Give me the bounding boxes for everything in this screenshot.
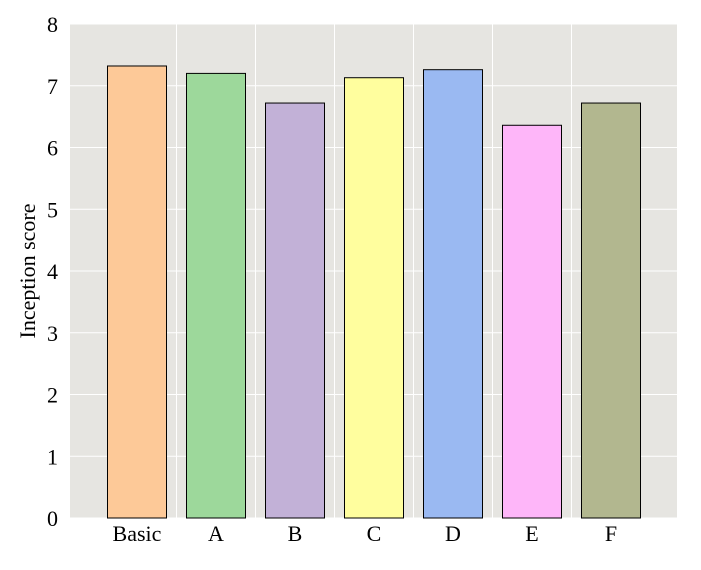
bars (107, 65, 641, 519)
x-tick-label: C (367, 521, 382, 546)
x-axis-ticks: Basic A B C D E F (113, 521, 618, 546)
bar-a (186, 72, 246, 519)
y-tick-label: 4 (47, 259, 58, 284)
y-tick-label: 0 (47, 506, 58, 531)
y-tick-label: 3 (47, 321, 58, 346)
x-tick-label: B (288, 521, 303, 546)
y-tick-label: 2 (47, 383, 58, 408)
bar-e (502, 124, 562, 519)
bar-c (344, 77, 404, 519)
y-tick-label: 1 (47, 444, 58, 469)
x-tick-label: A (208, 521, 224, 546)
bar-f (581, 102, 641, 519)
bar-basic (107, 65, 167, 519)
y-tick-label: 8 (47, 12, 58, 37)
y-axis-ticks: 0 1 2 3 4 5 6 7 8 (47, 12, 58, 531)
bar-b (265, 102, 325, 519)
x-tick-label: Basic (113, 521, 162, 546)
x-tick-label: E (525, 521, 538, 546)
x-tick-label: F (605, 521, 617, 546)
bar-d (423, 69, 483, 519)
y-axis-title: Inception score (15, 204, 40, 339)
x-tick-label: D (445, 521, 461, 546)
y-tick-label: 5 (47, 197, 58, 222)
y-tick-label: 6 (47, 136, 58, 161)
y-tick-label: 7 (47, 74, 58, 99)
